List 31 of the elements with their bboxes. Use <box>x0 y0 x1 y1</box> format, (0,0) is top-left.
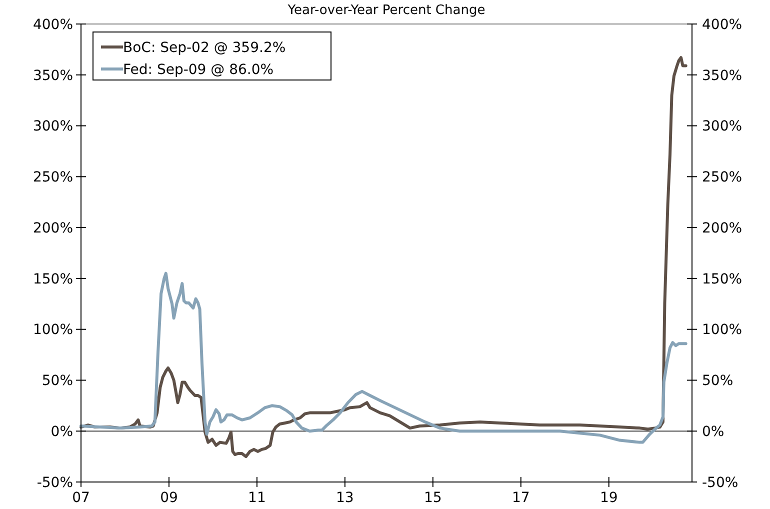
y-tick-label: 50% <box>42 373 73 390</box>
y-tick-label: -50% <box>36 474 73 491</box>
x-tick-label: 17 <box>512 490 530 506</box>
y-tick-label: 0% <box>50 424 73 440</box>
y-tick-label: 150% <box>32 271 73 288</box>
y-tick-label: 100% <box>32 322 73 338</box>
y-tick-label: 300% <box>32 118 73 135</box>
x-tick-label: 07 <box>72 490 90 506</box>
x-tick-label: 09 <box>160 490 178 506</box>
y2-tick-label: 350% <box>702 68 742 84</box>
legend-label: BoC: Sep-02 @ 359.2% <box>123 40 286 56</box>
x-tick-label: 15 <box>424 490 442 506</box>
y-tick-label: 400% <box>32 16 73 33</box>
line-series <box>80 272 688 444</box>
y2-tick-label: 200% <box>702 220 742 236</box>
y2-tick-label: 150% <box>702 271 742 288</box>
x-tick-label: 11 <box>248 490 266 506</box>
y2-tick-label: 400% <box>702 16 742 33</box>
y2-tick-label: 100% <box>702 322 742 338</box>
x-tick-label: 13 <box>336 490 354 506</box>
chart-title: Year-over-Year Percent Change <box>286 3 486 18</box>
x-tick-label: 19 <box>600 490 618 506</box>
y2-tick-label: 0% <box>702 424 724 440</box>
y2-tick-label: 300% <box>702 118 742 135</box>
y-tick-label: 200% <box>32 220 73 236</box>
legend-label: Fed: Sep-09 @ 86.0% <box>123 62 274 78</box>
y-tick-label: 250% <box>32 170 73 186</box>
y-tick-label: 350% <box>32 68 73 84</box>
y2-tick-label: -50% <box>702 474 738 491</box>
y2-tick-label: 250% <box>702 170 742 186</box>
y2-tick-label: 50% <box>702 373 734 390</box>
